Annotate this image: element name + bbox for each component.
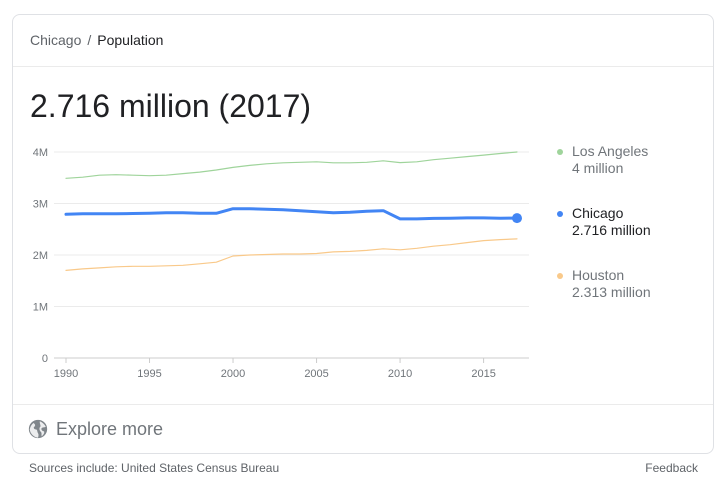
breadcrumb: Chicago / Population	[30, 32, 163, 48]
legend-series-value: 2.313 million	[572, 284, 651, 300]
globe-icon	[28, 419, 48, 439]
legend-series-name: Los Angeles	[572, 143, 649, 159]
legend-dot	[557, 273, 563, 279]
legend-series-name: Houston	[572, 267, 625, 283]
legend-series-name: Chicago	[572, 205, 624, 221]
series-line-los-angeles	[65, 151, 518, 179]
breadcrumb-separator: /	[87, 32, 92, 48]
series-line-houston	[65, 238, 518, 271]
feedback-link[interactable]: Feedback	[645, 461, 698, 475]
x-tick-label: 2010	[388, 368, 412, 380]
x-tick-label: 2000	[221, 368, 245, 380]
y-tick-label: 2M	[33, 250, 48, 262]
series-endpoint-chicago	[512, 213, 522, 224]
population-headline: 2.716 million (2017)	[30, 88, 312, 124]
x-tick-label: 1995	[137, 368, 161, 380]
y-tick-label: 1M	[33, 302, 48, 314]
y-tick-label: 3M	[33, 199, 48, 211]
breadcrumb-parent[interactable]: Chicago	[30, 32, 82, 48]
sources-text: Sources include: United States Census Bu…	[29, 461, 280, 475]
legend-dot	[557, 149, 563, 155]
explore-more-label: Explore more	[56, 418, 164, 439]
x-tick-label: 2005	[304, 368, 328, 380]
y-tick-label: 0	[42, 353, 48, 365]
breadcrumb-current: Population	[97, 32, 164, 48]
series-line-chicago	[64, 207, 519, 221]
footer-divider	[13, 404, 713, 405]
legend-dot	[557, 211, 563, 217]
knowledge-card: Chicago / Population 2.716 million (2017) …	[12, 14, 714, 454]
legend-series-value: 4 million	[572, 160, 624, 176]
explore-more-button[interactable]: Explore more	[27, 417, 163, 441]
x-tick-label: 1990	[54, 368, 78, 380]
legend-series-value: 2.716 million	[572, 222, 651, 238]
y-tick-label: 4M	[33, 147, 48, 159]
header-divider	[13, 66, 713, 67]
population-line-chart: 0 1M 2M 3M 4M 1990 1995 2000 2005 2010 2015	[33, 147, 529, 380]
x-tick-label: 2015	[471, 368, 495, 380]
